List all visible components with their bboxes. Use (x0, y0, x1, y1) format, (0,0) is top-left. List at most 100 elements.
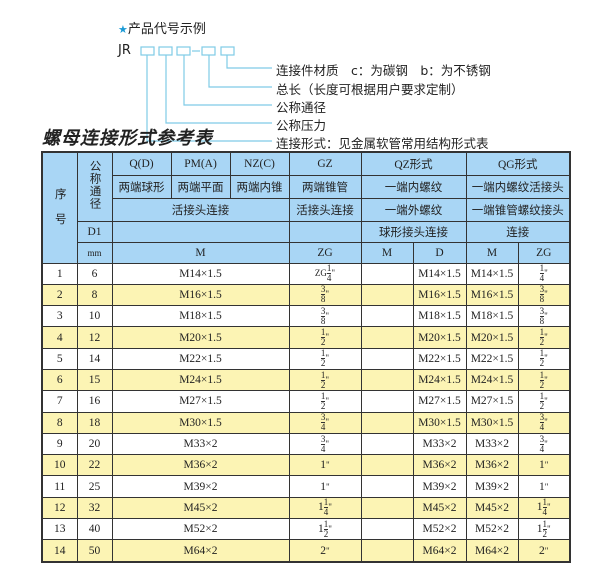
table-row: 10 22 M36×2 1" M36×2 M36×2 1" (41, 454, 571, 477)
cell-qz-m (360, 518, 414, 541)
cell-qg-m: M20×1.5 (465, 326, 519, 349)
cell-m: M20×1.5 (111, 326, 290, 349)
cell-qg-zg: 1 1 2 " (517, 518, 571, 541)
cell-dn: 6 (76, 262, 113, 285)
table-row: 5 14 M22×1.5 1 2 " M22×1.5 M22×1.5 1 2 " (41, 347, 571, 370)
cell-qz-m (360, 411, 414, 434)
cell-qg-m: M36×2 (465, 454, 519, 477)
cell-no: 10 (41, 454, 78, 477)
header-cell-empty (288, 220, 362, 243)
header-seq: 序 号 (41, 151, 78, 264)
cell-m: M33×2 (111, 432, 290, 456)
cell-qz-d: M39×2 (412, 475, 467, 498)
cell-m: M39×2 (111, 475, 290, 498)
reference-table: 序 号 公称通径 Q(D) PM(A) NZ(C) GZ QZ形式 QG形式 两… (41, 151, 571, 563)
code-box (158, 46, 173, 56)
cell-no: 2 (41, 283, 78, 307)
table-row: 12 32 M45×2 1 1 4 " M45×2 M45×2 1 1 4 " (41, 496, 571, 520)
label-connection-form: 连接形式：见金属软管常用结构形式表 (276, 136, 489, 151)
header-cell: M (465, 241, 519, 264)
header-nz: NZ(C) (229, 151, 290, 176)
table-row: 6 15 M24×1.5 1 2 " M24×1.5 M24×1.5 1 2 " (41, 368, 571, 392)
cell-dn: 14 (76, 347, 113, 370)
header-cell: D1 (76, 220, 113, 243)
cell-qz-m (360, 262, 414, 285)
cell-qz-m (360, 454, 414, 477)
label-nominal-diameter: 公称通径 (276, 100, 327, 115)
cell-gz-zg: 2" (288, 539, 362, 563)
header-cell: 两端平面 (170, 174, 231, 199)
table-row: 7 16 M27×1.5 1 2 " M27×1.5 M27×1.5 1 2 " (41, 390, 571, 413)
cell-dn: 25 (76, 475, 113, 498)
cell-dn: 16 (76, 390, 113, 413)
cell-qz-d: M27×1.5 (412, 390, 467, 413)
cell-qg-m: M52×2 (465, 518, 519, 541)
table-row: 1 6 M14×1.5 ZG 1 4 " M14×1.5 M14×1.5 1 4 " (41, 262, 571, 285)
label-length: 总长（长度可根据用户要求定制） (276, 82, 464, 97)
cell-no: 7 (41, 390, 78, 413)
cell-qg-zg: 1 2 " (517, 368, 571, 392)
cell-gz-zg: 3 4 " (288, 432, 362, 456)
cell-m: M18×1.5 (111, 305, 290, 328)
table-row: 4 12 M20×1.5 1 2 " M20×1.5 M20×1.5 1 2 " (41, 326, 571, 349)
header-cell: 一端外螺纹 (360, 197, 467, 222)
cell-qg-m: M64×2 (465, 539, 519, 563)
cell-gz-zg: 3 8 " (288, 305, 362, 328)
cell-qg-zg: 1" (517, 475, 571, 498)
cell-qg-zg: 3 4 " (517, 432, 571, 456)
cell-qg-m: M24×1.5 (465, 368, 519, 392)
header-cell: 两端锥管 (288, 174, 362, 199)
cell-gz-zg: ZG 1 4 " (288, 262, 362, 285)
cell-qg-zg: 1 2 " (517, 347, 571, 370)
cell-no: 14 (41, 539, 78, 563)
header-pm: PM(A) (170, 151, 231, 176)
cell-qg-m: M16×1.5 (465, 283, 519, 307)
cell-no: 5 (41, 347, 78, 370)
cell-qg-zg: 1 1 4 " (517, 496, 571, 520)
cell-qg-m: M45×2 (465, 496, 519, 520)
label-material: 连接件材质 c：为碳钢 b：为不锈钢 (276, 63, 491, 78)
cell-gz-zg: 1 1 4 " (288, 496, 362, 520)
cell-qg-zg: 1 2 " (517, 390, 571, 413)
cell-no: 3 (41, 305, 78, 328)
cell-qg-m: M39×2 (465, 475, 519, 498)
cell-dn: 8 (76, 283, 113, 307)
cell-gz-zg: 1" (288, 475, 362, 498)
cell-qz-d: M36×2 (412, 454, 467, 477)
code-box (220, 46, 235, 56)
label-nominal-pressure: 公称压力 (276, 118, 327, 133)
code-box (176, 46, 191, 56)
cell-qg-m: M27×1.5 (465, 390, 519, 413)
cell-qg-zg: 1 2 " (517, 326, 571, 349)
cell-qg-m: M18×1.5 (465, 305, 519, 328)
cell-qz-d: M18×1.5 (412, 305, 467, 328)
header-cell: 一端内螺纹 (360, 174, 467, 199)
cell-gz-zg: 3 8 " (288, 283, 362, 307)
header-cell: 两端球形 (111, 174, 172, 199)
cell-no: 9 (41, 432, 78, 456)
cell-dn: 20 (76, 432, 113, 456)
cell-qg-zg: 3 8 " (517, 283, 571, 307)
cell-qg-zg: 3 4 " (517, 411, 571, 434)
cell-dn: 32 (76, 496, 113, 520)
header-cell: 活接头连接 (288, 197, 362, 222)
cell-no: 13 (41, 518, 78, 541)
cell-no: 8 (41, 411, 78, 434)
cell-qz-m (360, 496, 414, 520)
table-row: 14 50 M64×2 2" M64×2 M64×2 2" (41, 539, 571, 563)
cell-m: M22×1.5 (111, 347, 290, 370)
cell-dn: 18 (76, 411, 113, 434)
cell-gz-zg: 1" (288, 454, 362, 477)
header-cell: D (412, 241, 467, 264)
cell-gz-zg: 1 2 " (288, 326, 362, 349)
